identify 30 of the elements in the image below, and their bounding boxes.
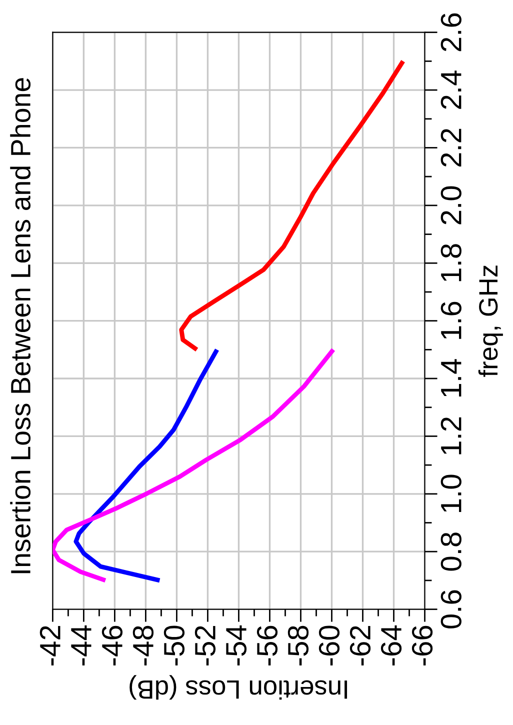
line-series (179, 58, 406, 352)
y-tick-label: 2.6 (440, 13, 462, 52)
y-tick-label: 1.4 (441, 359, 462, 397)
y-tick-label: 1.0 (440, 474, 462, 512)
y-tick-label: 2.4 (440, 70, 462, 109)
y-tick-label: 0.6 (440, 590, 462, 628)
x-tick-label: -44 (71, 625, 92, 666)
x-axis-title: Insertion Loss (dB) (130, 675, 348, 700)
y-tick-label: 2.0 (440, 186, 462, 224)
x-tick-label: -50 (164, 626, 185, 666)
x-tick-label: -64 (380, 625, 402, 666)
x-tick-label: -56 (256, 626, 278, 666)
x-tick-label: -62 (350, 626, 371, 666)
x-tick-label: -42 (40, 626, 60, 666)
x-tick-label: -58 (288, 626, 309, 666)
x-tick-label: -52 (194, 626, 216, 666)
x-tick-label: -60 (318, 626, 340, 666)
line-series (74, 347, 220, 583)
y-axis-title: freq, GHz (478, 266, 503, 377)
x-tick-label: -54 (226, 625, 247, 666)
x-tick-label: -66 (412, 626, 433, 666)
text: Insertion Loss Between Lens and Phone (10, 78, 31, 574)
x-tick-label: -46 (102, 626, 123, 666)
x-tick-label: -48 (132, 626, 154, 666)
y-tick-label: 0.8 (440, 532, 462, 571)
line-series (52, 347, 336, 583)
y-tick-label: 2.2 (440, 128, 462, 167)
y-tick-label: 1.6 (440, 302, 462, 339)
y-tick-label: 1.8 (440, 244, 462, 282)
y-tick-label: 1.2 (440, 417, 462, 454)
